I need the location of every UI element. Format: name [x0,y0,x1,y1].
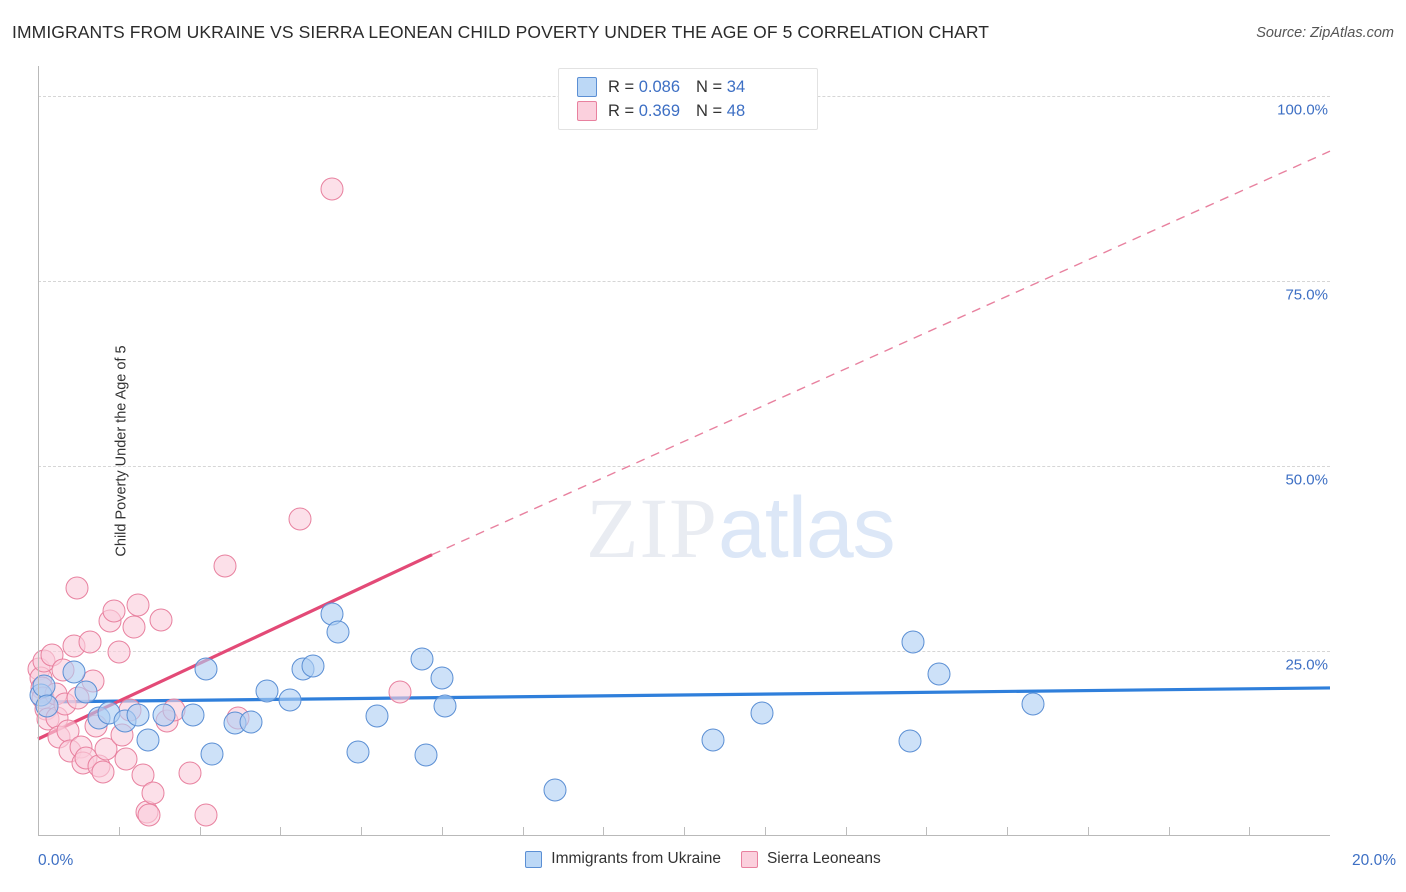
x-axis-line [38,835,1330,836]
scatter-point[interactable] [543,778,567,802]
scatter-point[interactable] [326,620,350,644]
scatter-point[interactable] [78,630,102,654]
y-axis-tick-label: 25.0% [1285,656,1328,674]
scatter-point[interactable] [194,803,218,827]
scatter-point[interactable] [74,680,98,704]
series-label-ukraine: Immigrants from Ukraine [551,850,721,867]
scatter-point[interactable] [278,688,302,712]
gridline [38,465,1330,467]
x-axis-tick [764,827,766,836]
x-axis-tick [522,827,524,836]
legend-n-value-blue: 34 [726,77,746,96]
x-axis-tick [1007,827,1008,836]
scatter-point[interactable] [91,760,115,784]
x-axis-tick [199,827,201,836]
x-axis-tick [280,827,282,836]
x-axis-tick [926,827,928,836]
x-axis-tick [1168,827,1170,836]
scatter-point[interactable] [288,507,312,531]
scatter-point[interactable] [122,615,146,639]
series-label-sierra-leone: Sierra Leoneans [766,850,881,867]
scatter-point[interactable] [126,703,150,727]
y-axis-tick-label: 100.0% [1277,101,1328,119]
legend-swatch-pink [577,101,597,121]
scatter-point[interactable] [149,608,173,632]
x-axis-tick [441,827,443,836]
scatter-point[interactable] [137,803,161,827]
series-swatch-pink [740,850,758,868]
y-axis-tick-label: 50.0% [1285,471,1328,489]
correlation-legend: R = 0.086 N = 34 R = 0.369 N = 48 [558,68,818,130]
x-axis-max-label: 20.0% [1352,852,1396,869]
legend-r-value-pink: 0.369 [638,101,681,120]
scatter-point[interactable] [701,728,725,752]
trend-line-ukraine [37,686,1331,704]
scatter-point[interactable] [152,703,176,727]
scatter-point[interactable] [141,781,165,805]
scatter-point[interactable] [430,666,454,690]
scatter-point[interactable] [365,704,389,728]
x-axis-tick [361,827,362,836]
y-axis-tick-label: 75.0% [1285,286,1328,304]
scatter-point[interactable] [107,640,131,664]
scatter-point[interactable] [35,694,59,718]
x-axis-tick [684,827,685,836]
plot-area: Child Poverty Under the Age of 5 25.0% 50… [27,66,1331,836]
legend-text-pink: R = 0.369 N = 48 [608,101,746,120]
x-axis-tick [1249,827,1251,836]
scatter-point[interactable] [410,647,434,671]
scatter-point[interactable] [213,554,237,578]
legend-r-value-blue: 0.086 [638,77,681,96]
scatter-point[interactable] [927,662,951,686]
page-title: IMMIGRANTS FROM UKRAINE VS SIERRA LEONEA… [12,22,990,42]
series-legend-item-ukraine[interactable]: Immigrants from Ukraine [525,850,721,868]
scatter-point[interactable] [898,729,922,753]
trend-line-sierra-leone-projection [431,150,1331,556]
scatter-point[interactable] [181,703,205,727]
scatter-point[interactable] [255,679,279,703]
scatter-point[interactable] [320,177,344,201]
scatter-point[interactable] [114,747,138,771]
scatter-point[interactable] [62,660,86,684]
series-legend-item-sierra-leone[interactable]: Sierra Leoneans [740,850,881,868]
x-axis-tick [118,827,120,836]
legend-row-sierra-leone: R = 0.369 N = 48 [577,99,745,123]
scatter-point[interactable] [901,630,925,654]
x-axis-tick [603,827,605,836]
gridline [38,650,1330,652]
x-axis-tick [1087,827,1089,836]
legend-n-value-pink: 48 [726,101,746,120]
scatter-point[interactable] [65,576,89,600]
scatter-point[interactable] [346,740,370,764]
scatter-point[interactable] [194,657,218,681]
source-attribution: Source: ZipAtlas.com [1256,25,1394,41]
x-axis-tick [845,827,847,836]
scatter-point[interactable] [136,728,160,752]
scatter-point[interactable] [102,599,126,623]
legend-text-blue: R = 0.086 N = 34 [608,77,746,96]
scatter-point[interactable] [388,680,412,704]
y-axis-line [38,66,39,836]
scatter-point[interactable] [414,743,438,767]
scatter-point[interactable] [301,654,325,678]
scatter-point[interactable] [750,701,774,725]
gridline [38,280,1330,282]
scatter-point[interactable] [239,710,263,734]
series-swatch-blue [525,850,543,868]
scatter-point[interactable] [94,737,118,761]
x-axis-min-label: 0.0% [38,852,74,869]
scatter-point[interactable] [1021,692,1045,716]
scatter-point[interactable] [126,593,150,617]
scatter-point[interactable] [200,742,224,766]
scatter-point[interactable] [433,694,457,718]
legend-swatch-blue [577,77,597,97]
legend-row-ukraine: R = 0.086 N = 34 [577,75,745,99]
series-legend: Immigrants from Ukraine Sierra Leoneans [0,850,1406,868]
scatter-point[interactable] [178,761,202,785]
